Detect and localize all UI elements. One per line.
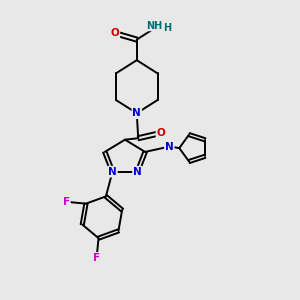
Text: N: N xyxy=(165,142,174,152)
Text: O: O xyxy=(157,128,165,138)
Text: O: O xyxy=(111,28,119,38)
Text: N: N xyxy=(133,167,142,177)
Text: H: H xyxy=(163,23,171,33)
Text: F: F xyxy=(63,197,70,207)
Text: N: N xyxy=(108,167,117,177)
Text: N: N xyxy=(132,108,141,118)
Text: NH: NH xyxy=(146,21,163,31)
Text: F: F xyxy=(94,253,100,263)
